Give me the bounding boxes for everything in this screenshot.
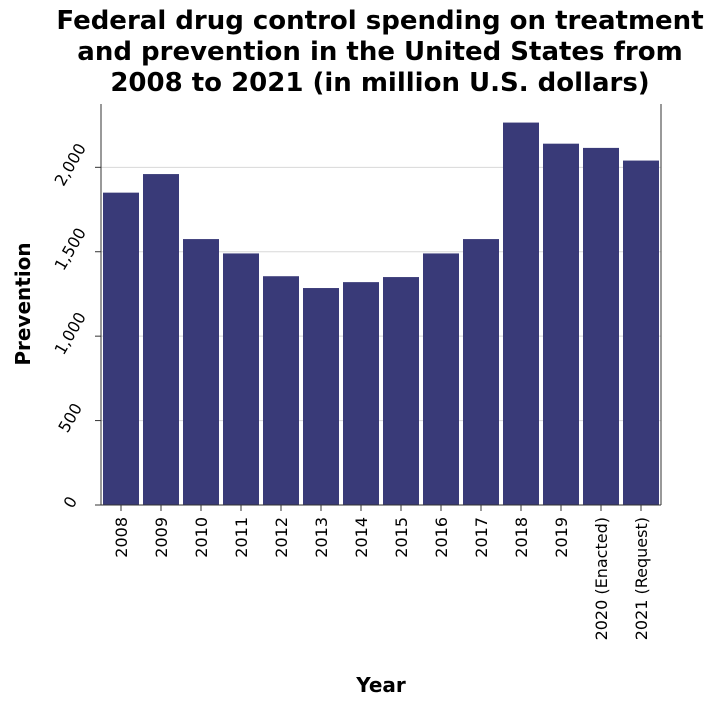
chart-title: Federal drug control spending on treatme… xyxy=(56,6,703,98)
x-tick-label: 2012 xyxy=(272,517,291,558)
x-axis-ticks: 2008 2009 2010 2011 2012 2013 2014 2015 2016 2017… xyxy=(112,505,651,640)
bar xyxy=(343,282,379,505)
bar xyxy=(423,253,459,505)
y-tick-label: 500 xyxy=(54,400,86,436)
x-tick-label: 2017 xyxy=(472,517,491,558)
x-tick-label: 2013 xyxy=(312,517,331,558)
bar xyxy=(143,174,179,506)
chart-title-line-1: Federal drug control spending on treatme… xyxy=(56,6,703,36)
y-tick-label: 2,000 xyxy=(51,140,90,189)
bar xyxy=(503,122,539,505)
bar xyxy=(463,239,499,506)
bar xyxy=(223,253,259,505)
chart-title-line-2: and prevention in the United States from xyxy=(77,37,682,67)
bar xyxy=(623,160,659,505)
x-tick-label: 2010 xyxy=(192,517,211,558)
bars xyxy=(103,122,659,506)
y-tick-label: 1,500 xyxy=(51,224,90,273)
bar xyxy=(183,239,219,506)
x-tick-label: 2008 xyxy=(112,517,131,558)
y-axis-label: Prevention xyxy=(11,242,35,365)
x-tick-label: 2019 xyxy=(552,517,571,558)
bar xyxy=(383,277,419,505)
x-tick-label: 2009 xyxy=(152,517,171,558)
bar xyxy=(303,288,339,505)
y-tick-label: 0 xyxy=(59,493,81,511)
plot-frame xyxy=(100,104,662,506)
bar xyxy=(103,192,139,506)
x-tick-label: 2018 xyxy=(512,517,531,558)
x-tick-label: 2020 (Enacted) xyxy=(592,517,611,640)
bar xyxy=(543,143,579,505)
y-axis-ticks: 0 500 1,000 1,500 2,000 xyxy=(51,140,101,511)
bar xyxy=(263,276,299,505)
x-tick-label: 2016 xyxy=(432,517,451,558)
x-tick-label: 2011 xyxy=(232,517,251,558)
chart-title-line-3: 2008 to 2021 (in million U.S. dollars) xyxy=(110,68,649,98)
x-tick-label: 2021 (Request) xyxy=(632,517,651,640)
x-tick-label: 2015 xyxy=(392,517,411,558)
x-tick-label: 2014 xyxy=(352,517,371,558)
x-axis-label: Year xyxy=(355,673,406,697)
bar xyxy=(583,147,619,506)
y-tick-label: 1,000 xyxy=(51,309,90,358)
